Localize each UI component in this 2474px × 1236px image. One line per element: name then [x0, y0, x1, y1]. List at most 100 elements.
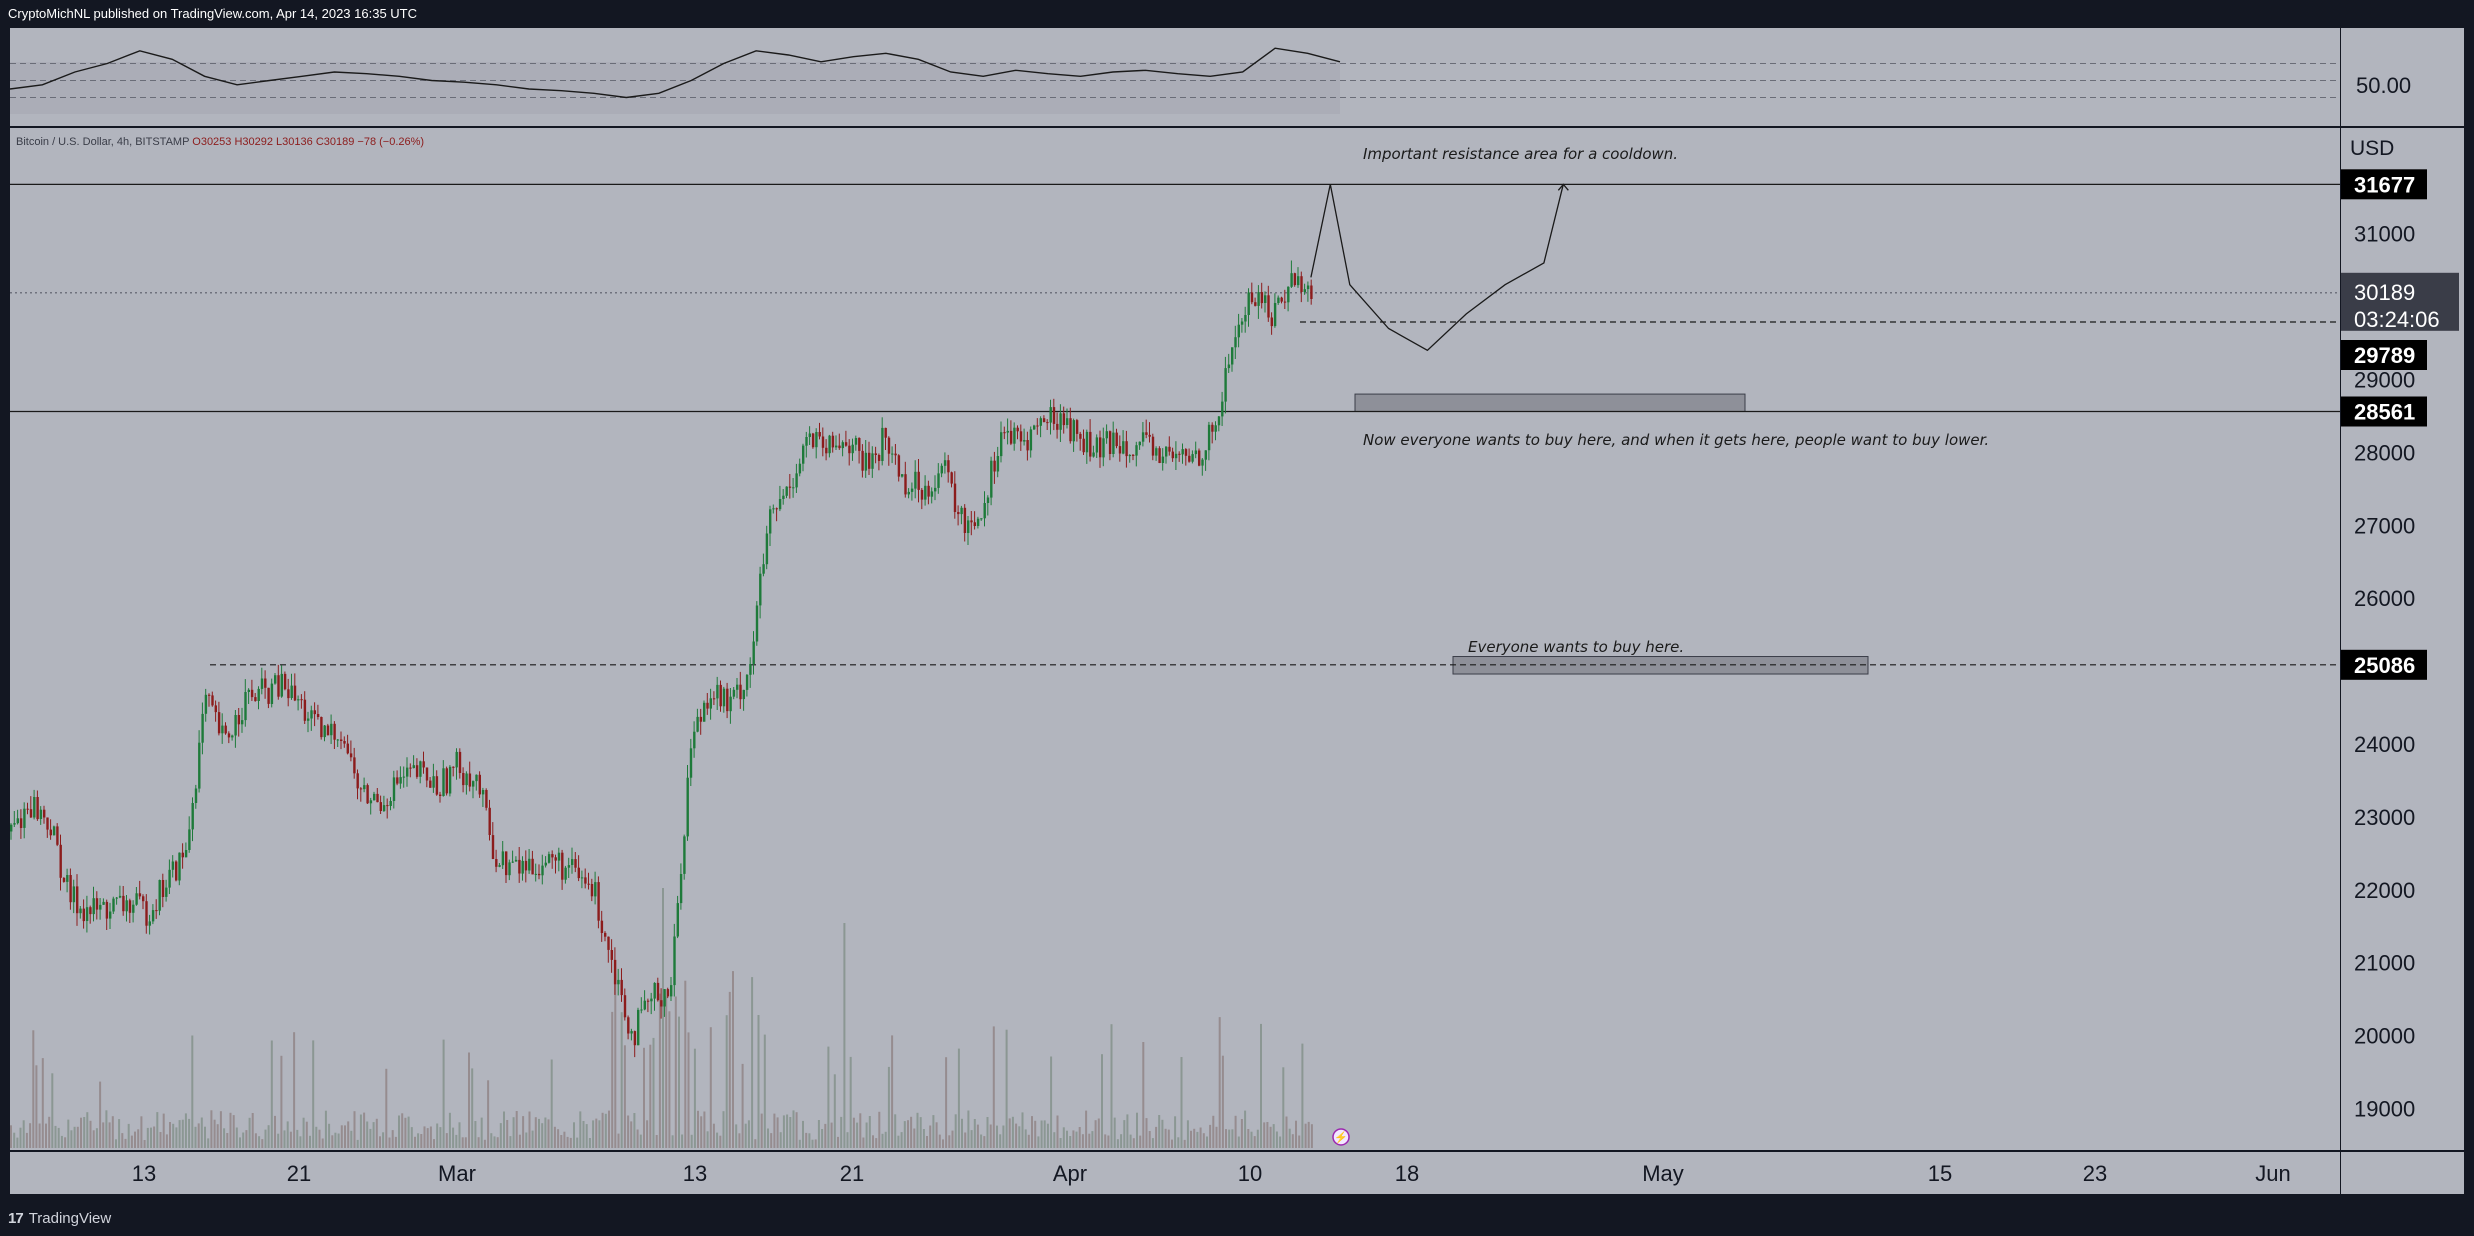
volume-bar: [620, 1012, 623, 1148]
candle-body: [1273, 303, 1277, 327]
candle-body: [260, 678, 264, 689]
volume-bar: [859, 1113, 862, 1148]
volume-bar: [741, 1063, 744, 1148]
candle-body: [270, 683, 274, 704]
candle-body: [1135, 445, 1138, 456]
volume-bar: [274, 1115, 276, 1148]
volume-bar: [1062, 1127, 1065, 1148]
volume-bar: [1174, 1116, 1177, 1148]
volume-bar: [725, 1015, 728, 1148]
volume-bar: [280, 1055, 283, 1148]
time-tick: Jun: [2255, 1161, 2290, 1186]
candle-body: [825, 447, 828, 454]
chart-area[interactable]: 50.00 ⚡ Important resistance area for a …: [0, 0, 2474, 1200]
candle-body: [973, 522, 976, 526]
volume-bar: [693, 1048, 696, 1148]
volume-bar: [1167, 1129, 1170, 1148]
candle-body: [544, 862, 547, 866]
volume-bar: [608, 1110, 610, 1148]
volume-bar: [900, 1132, 903, 1148]
volume-bar: [471, 1068, 474, 1148]
volume-bar: [181, 1119, 184, 1148]
volume-bar: [569, 1137, 572, 1148]
countdown-label: 03:24:06: [2354, 307, 2440, 332]
candle-body: [752, 641, 755, 664]
volume-bar: [305, 1121, 308, 1148]
volume-bar: [716, 1132, 719, 1148]
volume-bar: [223, 1128, 226, 1148]
candle-body: [105, 901, 109, 919]
volume-bar: [687, 1032, 690, 1148]
candle-body: [128, 900, 132, 913]
volume-bar: [102, 1122, 105, 1148]
volume-bar: [423, 1126, 426, 1148]
candle-body: [755, 605, 759, 642]
candle-body: [1132, 454, 1135, 456]
candle-body: [769, 509, 772, 534]
candle-body: [1270, 317, 1273, 327]
candle-body: [122, 895, 125, 912]
volume-bar: [1107, 1135, 1110, 1148]
candle-body: [646, 1000, 650, 1002]
candle-body: [346, 743, 349, 754]
candle-body: [1158, 448, 1161, 463]
volume-bar: [665, 996, 668, 1148]
candle-body: [600, 920, 604, 933]
candle-body: [1155, 448, 1158, 456]
candle-body: [1257, 292, 1260, 306]
volume-bar: [480, 1117, 483, 1148]
time-tick: 18: [1395, 1161, 1419, 1186]
volume-bar: [369, 1128, 372, 1148]
volume-bar: [404, 1117, 407, 1148]
candle-body: [1125, 441, 1128, 457]
price-tick: 24000: [2354, 732, 2415, 757]
time-tick: 15: [1928, 1161, 1952, 1186]
candle-body: [359, 788, 363, 790]
volume-bar: [1282, 1067, 1285, 1148]
tradingview-brand[interactable]: 17 TradingView: [8, 1210, 111, 1227]
candle-body: [894, 453, 897, 456]
candle-body: [415, 765, 419, 777]
volume-bar: [191, 1035, 194, 1148]
volume-bar: [1008, 1118, 1011, 1148]
volume-bar: [458, 1122, 461, 1148]
candle-body: [1023, 440, 1026, 442]
candle-body: [703, 702, 706, 722]
candle-body: [1188, 455, 1191, 462]
volume-bar: [172, 1123, 175, 1148]
candle-body: [996, 456, 1000, 472]
candle-body: [584, 877, 587, 884]
volume-bar: [1171, 1139, 1173, 1148]
volume-bar: [1244, 1110, 1247, 1148]
volume-bar: [248, 1117, 251, 1148]
price-marker-label: 25086: [2354, 653, 2415, 678]
volume-bar: [1310, 1124, 1313, 1148]
volume-bar: [165, 1134, 168, 1148]
candle-body: [247, 689, 250, 692]
volume-bar: [130, 1135, 133, 1148]
candle-body: [656, 982, 660, 1001]
volume-bar: [671, 1135, 674, 1148]
candle-body: [148, 921, 151, 926]
candle-body: [640, 1009, 643, 1011]
volume-bar: [401, 1113, 404, 1148]
volume-bar: [719, 1135, 722, 1148]
volume-bar: [86, 1112, 89, 1148]
candle-body: [161, 880, 165, 897]
volume-bar: [1240, 1119, 1243, 1148]
volume-bar: [264, 1129, 267, 1148]
volume-bar: [506, 1120, 509, 1148]
volume-bar: [1247, 1129, 1250, 1148]
volume-bar: [70, 1130, 73, 1148]
candle-body: [1079, 433, 1082, 439]
volume-bar: [550, 1059, 553, 1148]
candle-body: [1184, 449, 1188, 456]
volume-bar: [1075, 1131, 1078, 1148]
volume-bar: [1218, 1017, 1221, 1148]
volume-bar: [1151, 1138, 1154, 1148]
volume-bar: [1260, 1023, 1262, 1148]
volume-bar: [270, 1040, 273, 1148]
candle-body: [1290, 273, 1293, 287]
volume-bar: [776, 1117, 779, 1148]
candle-body: [290, 685, 293, 698]
